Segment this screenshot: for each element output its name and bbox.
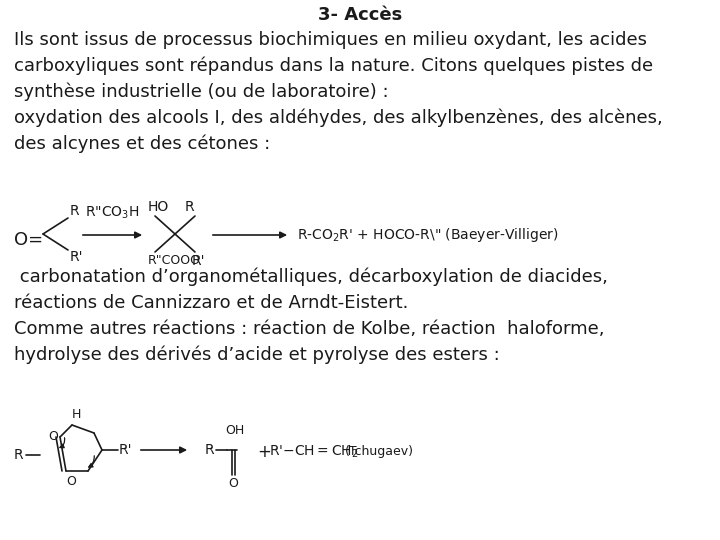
Text: R: R xyxy=(70,204,80,218)
Text: O: O xyxy=(66,475,76,488)
Text: O: O xyxy=(48,430,58,443)
Text: carboxyliques sont répandus dans la nature. Citons quelques pistes de: carboxyliques sont répandus dans la natu… xyxy=(14,57,653,75)
Text: des alcynes et des cétones :: des alcynes et des cétones : xyxy=(14,134,270,153)
Text: HO: HO xyxy=(148,200,169,214)
Text: 3- Accès: 3- Accès xyxy=(318,6,402,24)
Text: R"COOO: R"COOO xyxy=(148,254,201,267)
Text: R: R xyxy=(205,443,215,457)
Text: R': R' xyxy=(192,254,205,268)
Text: R-CO$_2$R' + HOCO-R\" (Baeyer-Villiger): R-CO$_2$R' + HOCO-R\" (Baeyer-Villiger) xyxy=(297,226,559,244)
Text: R': R' xyxy=(119,443,132,457)
Text: Comme autres réactions : réaction de Kolbe, réaction  haloforme,: Comme autres réactions : réaction de Kol… xyxy=(14,320,605,338)
Text: synthèse industrielle (ou de laboratoire) :: synthèse industrielle (ou de laboratoire… xyxy=(14,83,389,101)
Text: Ils sont issus de processus biochimiques en milieu oxydant, les acides: Ils sont issus de processus biochimiques… xyxy=(14,31,647,49)
Text: R: R xyxy=(14,448,24,462)
Text: R"CO$_3$H: R"CO$_3$H xyxy=(85,205,139,221)
Text: O: O xyxy=(228,477,238,490)
Text: OH: OH xyxy=(225,424,244,437)
Text: R'$-$CH$=$CH$_2$: R'$-$CH$=$CH$_2$ xyxy=(269,444,359,460)
Text: O=: O= xyxy=(14,231,43,249)
Text: R: R xyxy=(185,200,194,214)
Text: +: + xyxy=(257,443,271,461)
Text: réactions de Cannizzaro et de Arndt-Eistert.: réactions de Cannizzaro et de Arndt-Eist… xyxy=(14,294,408,312)
Text: R': R' xyxy=(70,250,84,264)
Text: oxydation des alcools I, des aldéhydes, des alkylbenzènes, des alcènes,: oxydation des alcools I, des aldéhydes, … xyxy=(14,109,662,127)
Text: hydrolyse des dérivés d’acide et pyrolyse des esters :: hydrolyse des dérivés d’acide et pyrolys… xyxy=(14,346,500,364)
Text: carbonatation d’organométalliques, décarboxylation de diacides,: carbonatation d’organométalliques, décar… xyxy=(14,267,608,286)
Text: H: H xyxy=(72,408,81,421)
Text: (Tchugaev): (Tchugaev) xyxy=(345,446,414,458)
